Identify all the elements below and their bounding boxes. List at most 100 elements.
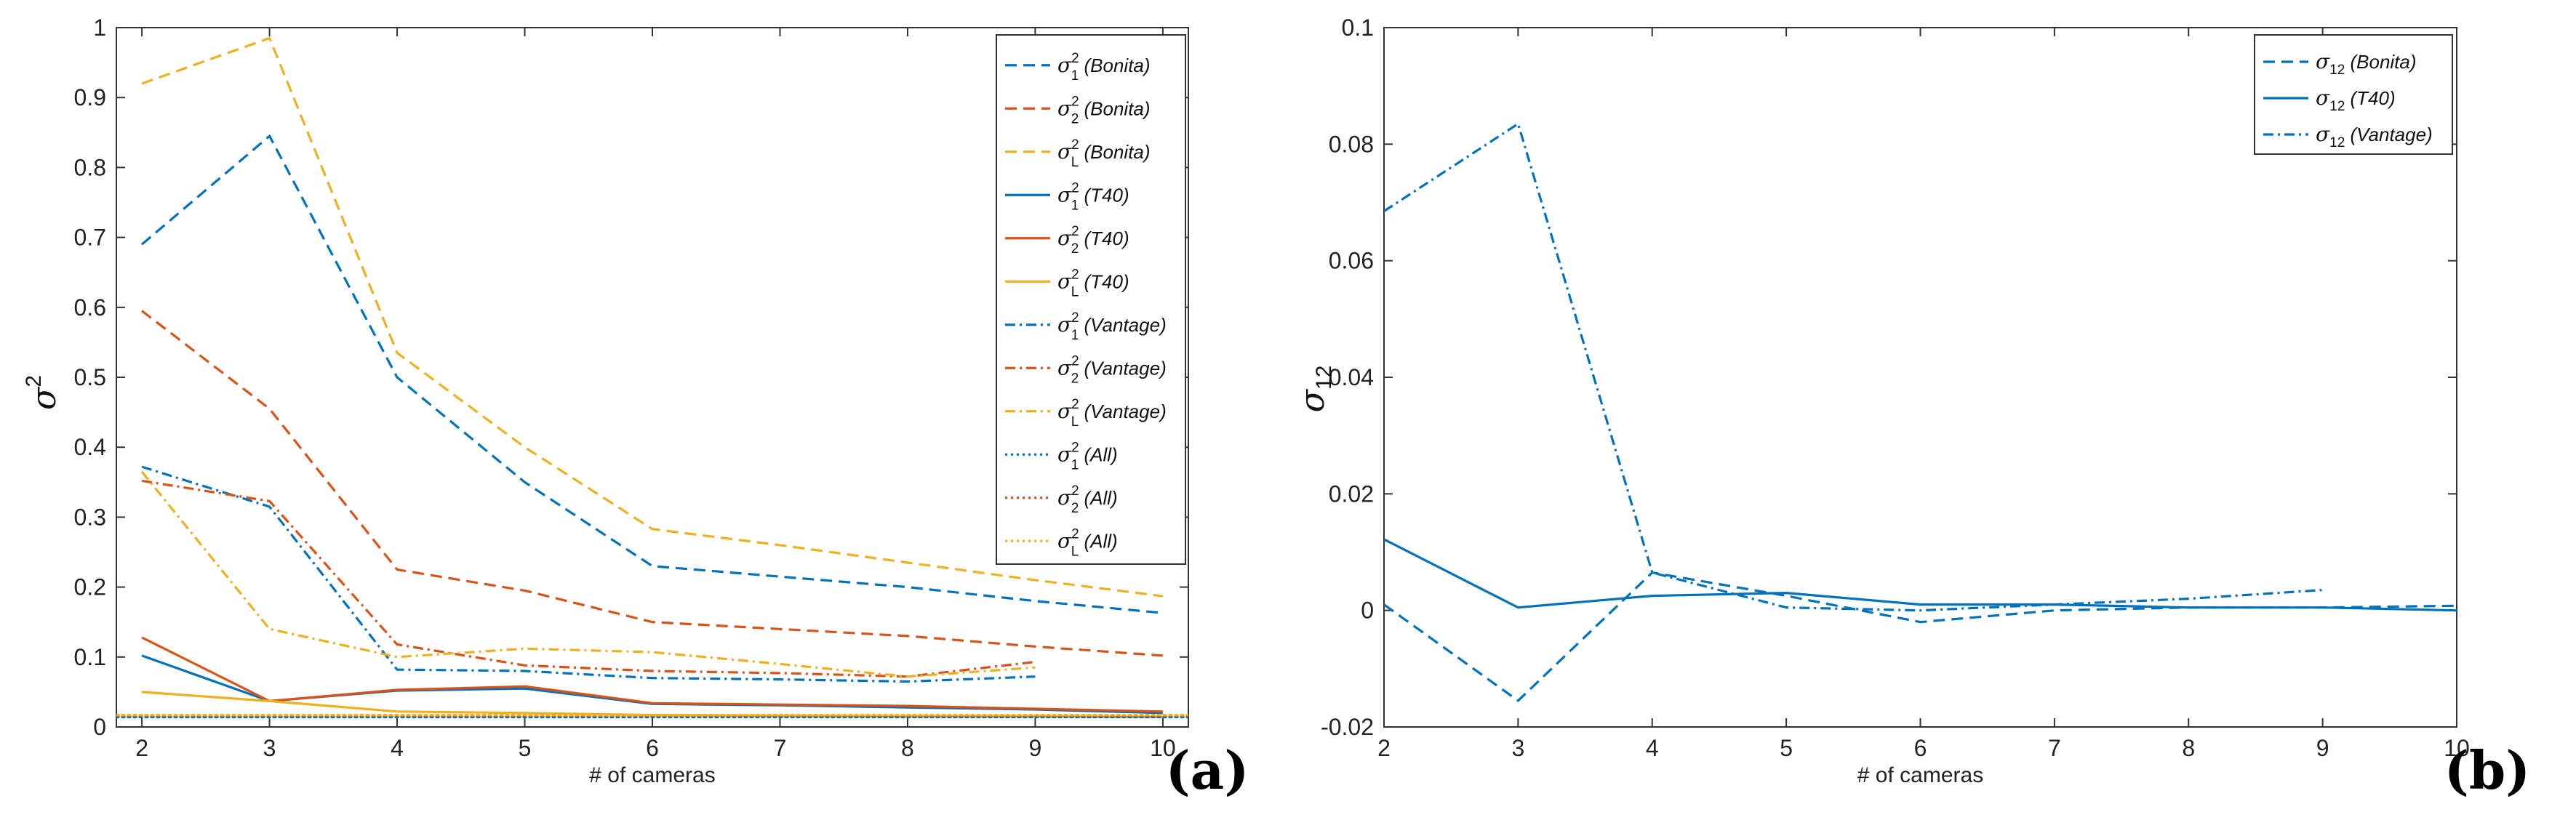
legend-symbol: σ bbox=[1057, 182, 1072, 206]
legend: σ12 (Bonita)σ12 (T40)σ12 (Vantage) bbox=[2254, 34, 2453, 155]
y-tick-label: 0.3 bbox=[74, 504, 106, 530]
series-line-8 bbox=[140, 470, 1036, 678]
x-tick-label: 8 bbox=[901, 735, 914, 761]
legend-symbol: σ bbox=[2316, 49, 2330, 73]
series-line-4 bbox=[141, 636, 1163, 713]
legend-superscript: 2 bbox=[1071, 51, 1079, 66]
series-line-6 bbox=[141, 465, 1036, 683]
legend-subscript: L bbox=[1071, 284, 1079, 300]
legend-symbol: σ bbox=[1057, 486, 1072, 510]
legend-superscript: 2 bbox=[1071, 483, 1079, 499]
legend-symbol: σ bbox=[1057, 140, 1072, 164]
legend-subscript: 2 bbox=[1071, 111, 1079, 126]
x-tick-label: 8 bbox=[2182, 735, 2195, 761]
legend-symbol: σ bbox=[1057, 313, 1072, 337]
legend-subscript: 2 bbox=[1071, 371, 1079, 386]
y-tick-label: 0.06 bbox=[1329, 248, 1374, 274]
series-line-2 bbox=[141, 36, 1164, 598]
legend-subscript: 1 bbox=[1071, 198, 1079, 213]
series-line-2 bbox=[1384, 122, 2323, 612]
series-line-1 bbox=[1384, 538, 2457, 612]
series-group bbox=[116, 36, 1188, 719]
legend-box bbox=[996, 34, 1186, 565]
legend-subscript: 12 bbox=[2329, 63, 2345, 78]
x-tick-label: 3 bbox=[263, 735, 276, 761]
legend-subscript: 2 bbox=[1071, 501, 1079, 516]
x-tick-label: 5 bbox=[1780, 735, 1793, 761]
y-tick-label: 0.7 bbox=[74, 225, 106, 251]
legend-label: (T40) bbox=[1079, 184, 1129, 206]
x-axis-label: # of cameras bbox=[1857, 763, 1983, 787]
x-tick-label: 5 bbox=[519, 735, 532, 761]
y-tick-label: 0.5 bbox=[74, 364, 106, 390]
legend-entry: σ2 L (Vantage) bbox=[1057, 397, 1167, 430]
x-tick-label: 4 bbox=[1646, 735, 1659, 761]
legend-superscript: 2 bbox=[1071, 353, 1079, 369]
y-tick-label: 0.8 bbox=[74, 154, 106, 180]
legend-symbol: σ bbox=[1057, 53, 1072, 77]
legend: σ2 1 (Bonita)σ2 2 (Bonita)σ2 L (Bonita)σ2 1 … bbox=[996, 34, 1186, 565]
y-tick-label: 0.1 bbox=[1342, 15, 1374, 41]
y-tick-label: 1 bbox=[93, 15, 106, 41]
legend-label: (All) bbox=[1079, 530, 1117, 552]
series-line-0 bbox=[141, 134, 1164, 614]
y-tick-label: 0.9 bbox=[74, 84, 106, 110]
legend-symbol: σ bbox=[1057, 528, 1072, 552]
legend-label: (Bonita) bbox=[2345, 51, 2416, 73]
legend-entry: σ12 (Vantage) bbox=[2316, 122, 2433, 150]
legend-subscript: 1 bbox=[1071, 68, 1079, 84]
y-tick-label: 0.6 bbox=[74, 294, 106, 321]
x-tick-label: 7 bbox=[774, 735, 787, 761]
legend-entry: σ2 2 (T40) bbox=[1057, 224, 1129, 257]
legend-subscript: 1 bbox=[1071, 457, 1079, 473]
panel-label: (a) bbox=[1166, 739, 1249, 801]
legend-superscript: 2 bbox=[1071, 440, 1079, 455]
legend-entry: σ2 2 (Bonita) bbox=[1057, 94, 1151, 126]
legend-label: (T40) bbox=[1079, 270, 1129, 292]
legend-subscript: L bbox=[1071, 414, 1079, 430]
y-tick-label: 0.04 bbox=[1329, 364, 1374, 390]
legend-entry: σ2 1 (T40) bbox=[1057, 180, 1129, 213]
x-tick-label: 10 bbox=[1150, 735, 1176, 761]
legend-subscript: 2 bbox=[1071, 241, 1079, 257]
legend-entry: σ2 2 (Vantage) bbox=[1057, 353, 1167, 386]
legend-superscript: 2 bbox=[1071, 310, 1079, 326]
legend-symbol: σ bbox=[1057, 355, 1072, 379]
legend-symbol: σ bbox=[2316, 86, 2330, 110]
x-tick-label: 6 bbox=[646, 735, 659, 761]
legend-entry: σ12 (T40) bbox=[2316, 86, 2396, 114]
legend-subscript: L bbox=[1071, 544, 1079, 559]
x-axis-label: # of cameras bbox=[589, 763, 715, 787]
legend-symbol: σ bbox=[1057, 226, 1072, 250]
legend-label: (All) bbox=[1079, 487, 1117, 509]
legend-entry: σ2 L (T40) bbox=[1057, 267, 1129, 300]
legend-label: (Bonita) bbox=[1079, 55, 1150, 76]
legend-label: (Vantage) bbox=[2345, 124, 2432, 145]
legend-superscript: 2 bbox=[1071, 397, 1079, 412]
y-tick-label: 0.2 bbox=[74, 574, 106, 600]
chart-panel-2: 2 3 4 5 6 7 8 9 10 -0.02 0 0.02 0.04 0.06 0.08 0.1 # of … bbox=[1292, 15, 2530, 801]
y-tick-label: 0.4 bbox=[74, 434, 106, 460]
y-tick-label: 0 bbox=[1361, 598, 1374, 624]
legend-entry: σ2 1 (Vantage) bbox=[1057, 310, 1167, 343]
legend-subscript: 12 bbox=[2329, 99, 2345, 114]
y-tick-label: 0 bbox=[93, 714, 106, 740]
y-axis-label: σ12 bbox=[1292, 366, 1336, 413]
y-tick-label: 0.1 bbox=[74, 644, 106, 670]
legend-superscript: 2 bbox=[1071, 94, 1079, 109]
x-tick-label: 2 bbox=[135, 735, 148, 761]
legend-entry: σ2 L (Bonita) bbox=[1057, 137, 1151, 170]
legend-subscript: 12 bbox=[2329, 135, 2345, 150]
legend-label: (T40) bbox=[1079, 228, 1129, 249]
legend-label: (Bonita) bbox=[1079, 141, 1150, 163]
legend-label: (T40) bbox=[2345, 87, 2395, 109]
x-tick-label: 2 bbox=[1377, 735, 1391, 761]
series-group bbox=[1384, 122, 2457, 702]
legend-symbol: σ bbox=[1057, 442, 1072, 466]
legend-entry: σ2 L (All) bbox=[1057, 526, 1118, 559]
y-tick-label: 0.08 bbox=[1329, 131, 1374, 157]
y-tick-label: 0.02 bbox=[1329, 481, 1374, 507]
legend-superscript: 2 bbox=[1071, 526, 1079, 542]
legend-superscript: 2 bbox=[1071, 137, 1079, 153]
